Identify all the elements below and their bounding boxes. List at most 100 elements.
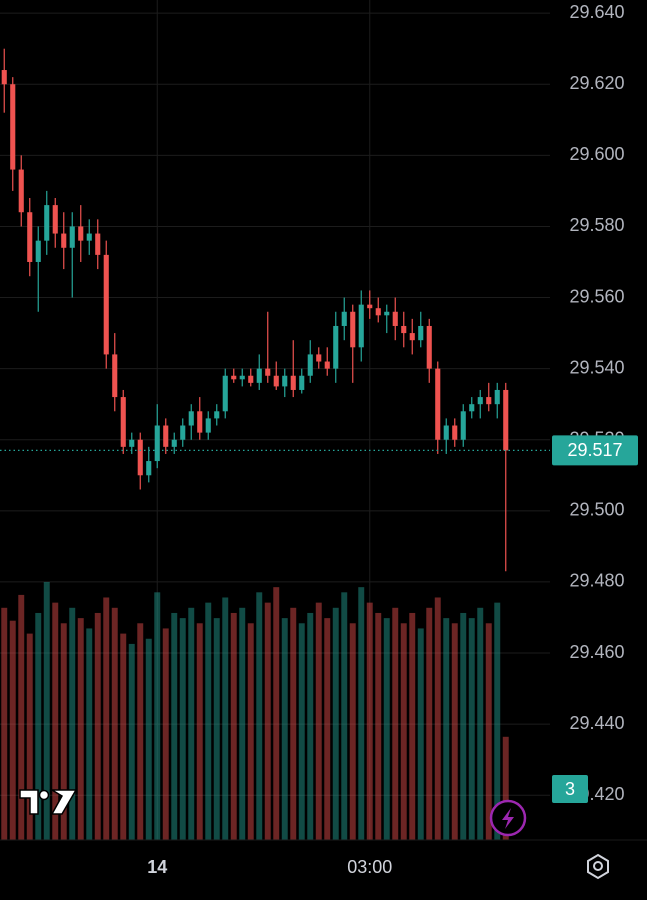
y-tick-label: 29.500 xyxy=(569,500,624,520)
volume-bar xyxy=(77,618,84,840)
lightning-button[interactable] xyxy=(489,799,527,837)
volume-layer xyxy=(1,582,509,840)
settings-button[interactable] xyxy=(587,853,609,880)
volume-bar xyxy=(417,628,424,840)
candle-body xyxy=(27,212,33,262)
grid xyxy=(0,0,550,840)
volume-bar xyxy=(358,587,365,840)
volume-bar xyxy=(341,592,348,840)
volume-bar xyxy=(213,618,220,840)
candle-body xyxy=(452,425,458,440)
candle-body xyxy=(129,439,135,447)
volume-bar xyxy=(477,607,484,840)
last-price-badge xyxy=(552,435,638,466)
candle-body xyxy=(486,397,492,405)
volume-bar xyxy=(52,602,59,840)
volume-bar xyxy=(298,623,305,840)
candle-body xyxy=(409,333,415,341)
volume-bar xyxy=(120,633,127,840)
y-tick-label: 29.600 xyxy=(569,144,624,164)
candle-body xyxy=(112,354,118,398)
volume-bar xyxy=(69,607,76,840)
volume-bar xyxy=(460,612,467,840)
y-tick-label: 29.480 xyxy=(569,571,624,591)
volume-bar xyxy=(230,612,237,840)
volume-bar xyxy=(281,618,288,840)
volume-bar xyxy=(451,623,458,840)
volume-bar xyxy=(128,643,135,840)
candle-body xyxy=(188,411,194,426)
volume-bar xyxy=(502,736,509,840)
count-badge-label: 3 xyxy=(565,779,575,799)
candle-body xyxy=(307,354,313,376)
candle-body xyxy=(435,368,441,440)
volume-bar xyxy=(137,623,144,840)
y-tick-label: 29.540 xyxy=(569,357,624,377)
y-tick-label: 29.640 xyxy=(569,2,624,22)
candle-body xyxy=(290,375,296,390)
candle-body xyxy=(154,425,160,462)
candle-body xyxy=(358,304,364,348)
volume-bar xyxy=(154,592,161,840)
candle-body xyxy=(367,304,373,309)
volume-bar xyxy=(86,628,93,840)
candle-body xyxy=(248,375,254,383)
volume-bar xyxy=(409,612,416,840)
y-tick-label: 29.560 xyxy=(569,286,624,306)
volume-bar xyxy=(434,597,441,840)
candle-body xyxy=(1,70,7,85)
volume-bar xyxy=(196,623,203,840)
candle-body xyxy=(163,425,169,447)
candle-body xyxy=(137,439,143,476)
volume-bar xyxy=(9,620,16,840)
candle-body xyxy=(52,205,58,234)
volume-bar xyxy=(494,602,501,840)
candle-body xyxy=(197,411,203,433)
volume-bar xyxy=(307,612,314,840)
candle-body xyxy=(78,226,84,241)
last-price-label: 29.517 xyxy=(567,440,622,460)
volume-bar xyxy=(264,602,271,840)
volume-bar xyxy=(103,597,110,840)
candle-body xyxy=(392,311,398,326)
candle-body xyxy=(120,397,126,447)
candle-body xyxy=(103,254,109,355)
x-tick-label: 03:00 xyxy=(347,857,392,877)
count-badge xyxy=(552,775,588,803)
candle-body xyxy=(205,418,211,433)
candle-body xyxy=(460,411,466,440)
volume-bar xyxy=(111,607,118,840)
candle-body xyxy=(375,308,381,316)
candle-body xyxy=(146,461,152,476)
volume-bar xyxy=(60,623,67,840)
candle-body xyxy=(426,325,432,369)
candle-body xyxy=(282,375,288,387)
candle-body xyxy=(214,411,220,419)
volume-bar xyxy=(247,623,254,840)
candle-body xyxy=(494,389,500,405)
candle-body xyxy=(333,325,339,369)
volume-bar xyxy=(35,612,42,840)
volume-bar xyxy=(18,594,25,840)
volume-bar xyxy=(26,633,33,840)
y-tick-label: 29.620 xyxy=(569,73,624,93)
volume-bar xyxy=(468,618,475,840)
candle-body xyxy=(180,425,186,440)
x-tick-label: 14 xyxy=(147,857,167,877)
candle-body xyxy=(86,233,92,241)
volume-bar xyxy=(366,602,373,840)
volume-bar xyxy=(179,618,186,840)
candle-body xyxy=(469,404,475,412)
candle-body xyxy=(69,226,75,248)
candle-body xyxy=(273,375,279,387)
candle-body xyxy=(324,361,330,369)
volume-bar xyxy=(162,628,169,840)
volume-bar xyxy=(290,607,297,840)
candle-body xyxy=(35,240,41,262)
candle-body xyxy=(341,311,347,326)
volume-bar xyxy=(239,607,246,840)
candle-body xyxy=(61,233,67,248)
